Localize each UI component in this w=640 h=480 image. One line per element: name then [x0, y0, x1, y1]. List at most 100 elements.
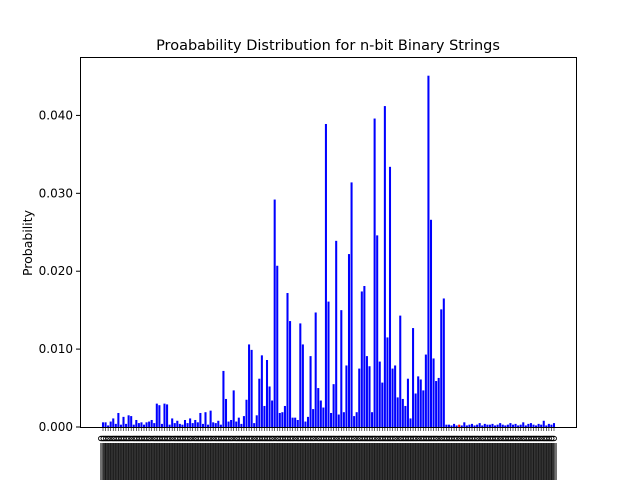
bar — [524, 425, 527, 427]
x-tick-label: 0 — [509, 435, 522, 442]
bar — [145, 422, 148, 427]
bar — [130, 416, 133, 427]
x-tick-label: 0 — [196, 435, 209, 442]
bar — [522, 422, 525, 427]
bar — [552, 423, 556, 427]
x-tick-label: 0 — [232, 435, 245, 442]
bar — [435, 381, 438, 427]
x-tick-label: 0 — [491, 435, 504, 442]
x-tick-label: 0 — [411, 435, 424, 442]
x-tick-label: 0 — [365, 435, 378, 442]
x-tick-label: 0 — [345, 435, 358, 442]
x-tick-label: 0 — [447, 435, 460, 442]
x-tick-label: 0 — [298, 435, 311, 442]
bar — [140, 422, 143, 427]
bar — [417, 376, 420, 427]
bar — [424, 354, 427, 427]
bar — [204, 412, 207, 427]
x-tick-label: 0 — [380, 435, 393, 442]
bar — [355, 412, 358, 427]
y-tick-label: 0.010 — [39, 342, 73, 356]
bar — [304, 421, 307, 427]
bar — [360, 291, 363, 427]
bar — [235, 421, 238, 427]
x-tick-label: 0 — [250, 435, 263, 442]
x-tick-label: 0 — [306, 435, 319, 442]
bar — [166, 404, 169, 427]
x-tick-label: 0 — [204, 435, 217, 442]
bar — [330, 412, 333, 427]
bar — [347, 254, 351, 427]
bar — [104, 422, 107, 427]
x-tick-label: 0 — [101, 435, 114, 442]
bar — [230, 419, 233, 427]
plot-frame — [80, 57, 577, 428]
x-tick-label: 0 — [537, 435, 550, 442]
x-tick-label: 0 — [398, 435, 411, 442]
bar — [117, 412, 120, 427]
bar — [550, 424, 553, 427]
x-tick-label: 0 — [222, 435, 235, 442]
x-tick-label: 0 — [352, 435, 365, 442]
bar — [501, 424, 504, 427]
bar — [186, 423, 189, 427]
bar — [309, 356, 312, 427]
x-tick-label: 0 — [473, 435, 486, 442]
bar — [327, 301, 330, 427]
x-tick-label: 0 — [475, 435, 488, 442]
x-tick-label: 0 — [450, 435, 463, 442]
bar — [478, 423, 481, 427]
bar — [350, 182, 353, 427]
bar — [176, 420, 179, 427]
x-tick-label: 0 — [486, 435, 499, 442]
x-tick-label: 0 — [404, 435, 417, 442]
bar — [450, 425, 453, 427]
x-tick-label: 0 — [275, 435, 288, 442]
x-tick-label: 0 — [96, 435, 109, 442]
x-tick-label: 0 — [286, 435, 299, 442]
x-tick-label: 0 — [122, 435, 135, 442]
bar — [494, 425, 497, 427]
bar — [160, 423, 163, 427]
x-tick-label: 0 — [414, 435, 427, 442]
x-tick-label: 0 — [506, 435, 519, 442]
x-tick-label: 0 — [229, 435, 242, 442]
x-tick-label: 0 — [199, 435, 212, 442]
x-tick-label: 0 — [111, 435, 124, 442]
x-tick-label: 0 — [350, 435, 363, 442]
x-tick-labels: 0000000000000000000000000000000000000000… — [96, 427, 560, 480]
x-tick-label: 0 — [319, 435, 332, 442]
bar — [527, 423, 530, 427]
bar — [476, 424, 479, 427]
bar — [345, 365, 348, 427]
bar — [453, 423, 456, 427]
x-tick-label: 0 — [416, 435, 429, 442]
x-tick-label: 0 — [158, 435, 171, 442]
bar — [465, 425, 468, 427]
bar — [158, 405, 161, 427]
bar — [155, 403, 158, 427]
x-tick-label: 0 — [117, 435, 130, 442]
bar — [440, 309, 443, 427]
bar — [207, 424, 210, 427]
bar — [432, 358, 435, 427]
x-tick-label: 0 — [470, 435, 483, 442]
bar — [340, 310, 343, 427]
bar — [545, 425, 548, 427]
bar — [168, 424, 171, 427]
x-tick-label: 0 — [293, 435, 306, 442]
x-tick-label: 0 — [260, 435, 273, 442]
bar — [401, 398, 404, 427]
bar — [273, 199, 276, 427]
x-tick-label: 0 — [311, 435, 324, 442]
bar — [258, 378, 261, 427]
y-tick-label: 0.040 — [39, 108, 73, 122]
bar — [265, 360, 269, 427]
x-tick-label: 0 — [478, 435, 491, 442]
bar — [217, 420, 220, 427]
x-tick-label: 0 — [191, 435, 204, 442]
bar — [447, 424, 450, 427]
bar — [255, 415, 258, 427]
bar — [122, 416, 125, 427]
